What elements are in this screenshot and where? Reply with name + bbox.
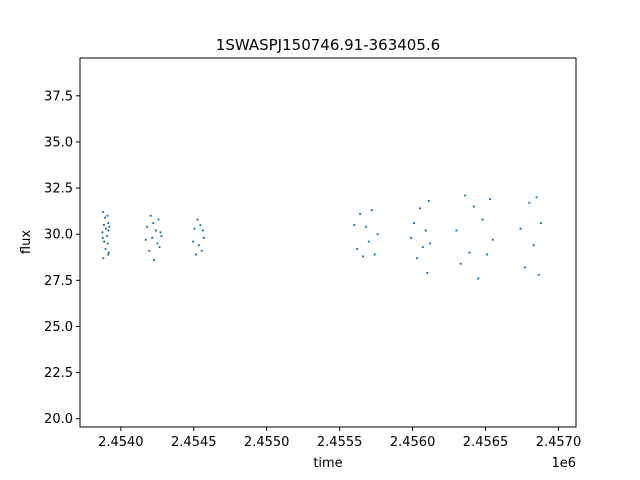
x-axis-label: time: [313, 456, 342, 471]
data-point: [485, 253, 489, 256]
y-tick-label: 35.0: [44, 135, 73, 150]
x-tick-label: 2.4560: [390, 435, 436, 450]
chart-title: 1SWASPJ150746.91-363405.6: [216, 36, 440, 54]
data-point: [156, 242, 159, 245]
x-tick-label: 2.4565: [463, 435, 509, 450]
data-point: [364, 225, 368, 228]
y-tick-label: 25.0: [44, 320, 73, 335]
data-point: [107, 229, 110, 232]
data-point: [370, 209, 373, 212]
data-point: [152, 222, 155, 225]
data-point: [418, 207, 422, 210]
data-point: [455, 229, 458, 232]
y-tick-label: 22.5: [44, 366, 73, 381]
x-axis-offset-label: 1e6: [551, 456, 576, 471]
data-point: [101, 236, 104, 239]
data-point: [199, 223, 202, 227]
data-point: [488, 198, 492, 201]
x-axis: 2.4540 2.4545 2.4550 2.4555 2.4560 2.4565 2.45…: [98, 427, 581, 450]
data-point: [367, 240, 370, 243]
y-tick-label: 37.5: [44, 89, 73, 104]
data-point: [201, 229, 204, 232]
data-point: [376, 233, 379, 236]
data-point: [106, 242, 109, 245]
data-point: [358, 212, 362, 215]
data-point: [477, 277, 480, 280]
x-tick-label: 2.4540: [98, 435, 144, 450]
data-point: [157, 218, 160, 221]
data-point: [103, 240, 106, 243]
y-tick-label: 30.0: [44, 228, 73, 243]
data-point: [532, 244, 535, 247]
data-point: [193, 227, 196, 230]
data-point: [196, 218, 199, 221]
data-point: [102, 223, 106, 227]
data-point: [105, 234, 109, 238]
plot-frame: [79, 57, 577, 428]
data-point: [361, 255, 365, 258]
data-point: [535, 196, 538, 199]
data-point: [160, 234, 163, 238]
y-tick-label: 32.5: [44, 182, 73, 197]
y-tick-label: 20.0: [44, 412, 73, 427]
data-point: [464, 194, 467, 197]
data-point: [154, 229, 157, 232]
data-point: [106, 253, 110, 256]
data-point: [102, 257, 105, 260]
data-point: [472, 205, 475, 208]
data-point: [149, 214, 152, 217]
data-point: [159, 231, 162, 234]
data-point: [200, 249, 203, 252]
data-point: [107, 251, 110, 254]
y-axis: 20.0 22.5 25.0 27.5 30.0 32.5 35.0 37.5: [44, 89, 80, 427]
data-point: [104, 227, 108, 230]
x-tick-label: 2.4550: [244, 435, 290, 450]
data-point: [481, 218, 484, 221]
data-point: [412, 222, 416, 225]
data-point: [427, 199, 430, 203]
data-point: [426, 271, 429, 275]
x-tick-label: 2.4555: [317, 435, 363, 450]
data-point: [539, 222, 543, 225]
data-point: [144, 238, 147, 241]
data-point: [373, 253, 376, 256]
data-point: [107, 222, 110, 225]
data-point: [519, 227, 522, 230]
data-point: [528, 201, 531, 204]
x-tick-label: 2.4570: [536, 435, 582, 450]
data-point: [153, 258, 156, 262]
data-point: [197, 244, 200, 247]
data-point: [108, 225, 111, 228]
data-point: [158, 246, 161, 249]
y-axis-label: flux: [19, 230, 34, 254]
data-point: [101, 210, 105, 214]
data-point: [194, 253, 198, 256]
data-point: [101, 231, 104, 234]
data-point: [410, 236, 413, 239]
data-point: [523, 266, 527, 269]
y-tick-label: 27.5: [44, 274, 73, 289]
data-point: [353, 223, 356, 227]
data-point: [424, 229, 427, 232]
data-point: [491, 238, 494, 241]
data-point: [148, 249, 151, 252]
data-point: [103, 216, 107, 219]
data-point: [191, 240, 195, 243]
data-point: [151, 236, 154, 239]
data-point: [537, 273, 540, 276]
data-point: [429, 242, 432, 245]
data-point: [468, 251, 471, 254]
data-point: [104, 247, 107, 251]
data-point: [459, 262, 462, 265]
data-point: [356, 247, 359, 251]
data-point: [202, 236, 205, 239]
data-point: [415, 257, 419, 260]
data-point: [106, 214, 109, 217]
x-tick-label: 2.4545: [171, 435, 217, 450]
data-point: [421, 246, 424, 249]
data-point: [146, 225, 149, 228]
data-points: [101, 194, 543, 280]
